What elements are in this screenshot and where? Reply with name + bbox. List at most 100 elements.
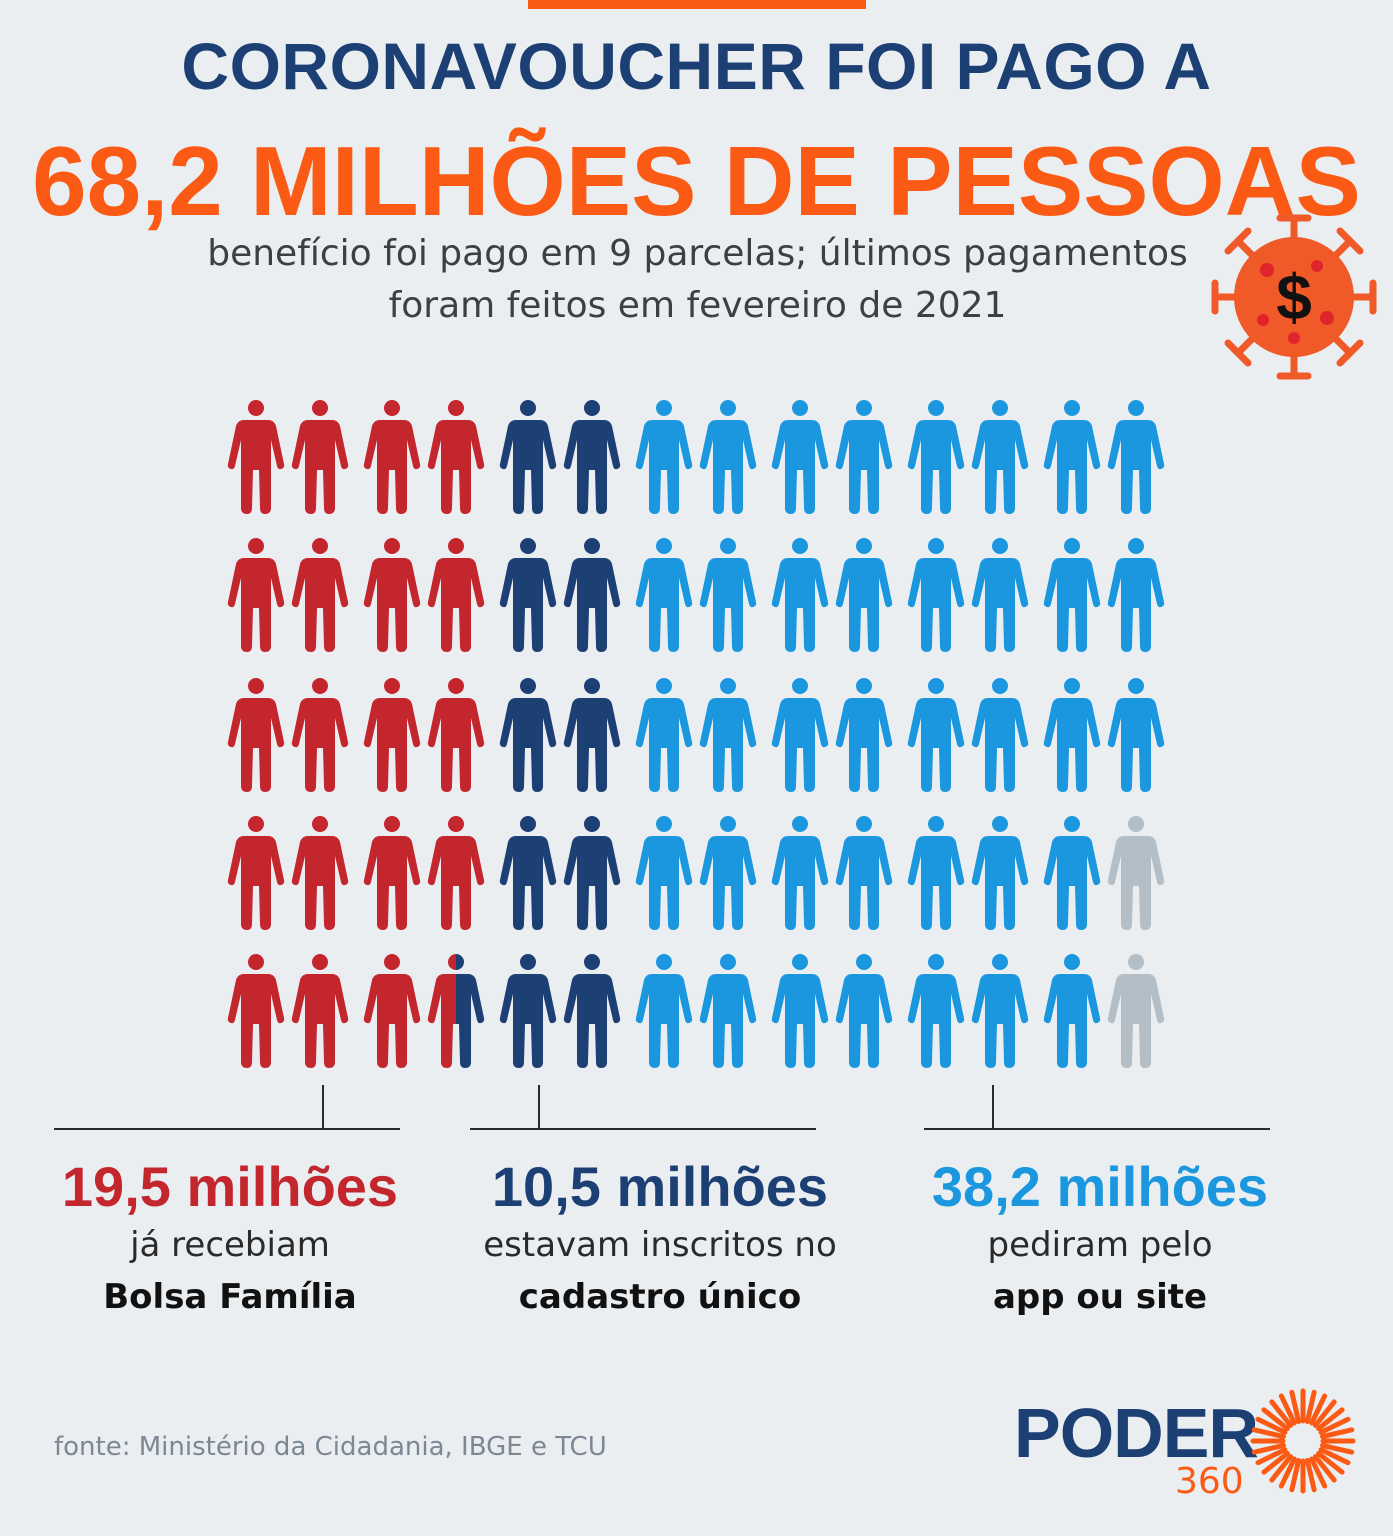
stat-bolsa-line1: já recebiam [130, 1225, 330, 1265]
person-icon-app [835, 954, 893, 1068]
person-icon-app [635, 678, 693, 792]
stat-cadastro: 10,5 milhões estavam inscritos no cadast… [440, 1155, 880, 1323]
source-note: fonte: Ministério da Cidadania, IBGE e T… [54, 1432, 607, 1462]
bracket-cadastro [470, 1128, 816, 1130]
person-icon-cadastro [563, 538, 621, 652]
person-icon-split [427, 954, 485, 1068]
tick-bolsa [322, 1085, 324, 1128]
person-icon-bolsa [427, 538, 485, 652]
person-icon-bolsa [291, 400, 349, 514]
person-icon-cadastro [499, 678, 557, 792]
stat-bolsa-value: 19,5 milhões [61, 1155, 399, 1218]
page-title: CORONAVOUCHER FOI PAGO A [181, 29, 1212, 103]
person-icon-app [971, 954, 1029, 1068]
person-icon-bolsa [363, 678, 421, 792]
person-icon-bolsa [291, 954, 349, 1068]
person-icon-app [699, 678, 757, 792]
person-icon-cadastro [499, 538, 557, 652]
person-icon-empty [1107, 954, 1165, 1068]
person-icon-app [835, 400, 893, 514]
tick-app [992, 1085, 994, 1128]
person-icon-app [1107, 678, 1165, 792]
person-icon-app [635, 538, 693, 652]
bracket-bolsa [54, 1128, 400, 1130]
person-icon-cadastro [499, 816, 557, 930]
person-icon-bolsa [227, 954, 285, 1068]
person-icon-app [699, 538, 757, 652]
person-icon-app [907, 678, 965, 792]
person-icon-app [771, 400, 829, 514]
stat-bolsa-line2: Bolsa Família [103, 1277, 357, 1317]
sun-logo-icon [1250, 1388, 1356, 1494]
person-icon-bolsa [427, 816, 485, 930]
svg-text:$: $ [1276, 261, 1312, 333]
person-icon-app [835, 538, 893, 652]
subtitle-line-2: foram feitos em fevereiro de 2021 [388, 285, 1007, 326]
person-icon-bolsa [291, 678, 349, 792]
logo-wordmark: PODER [1014, 1394, 1259, 1472]
headline: 68,2 MILHÕES DE PESSOAS [32, 126, 1361, 236]
person-icon-cadastro [563, 400, 621, 514]
person-icon-cadastro [563, 678, 621, 792]
pictogram-chart [227, 400, 1165, 1068]
person-icon-app [699, 816, 757, 930]
person-icon-app [907, 538, 965, 652]
top-accent-bar [528, 0, 866, 9]
person-icon-app [771, 678, 829, 792]
subtitle-line-1: benefício foi pago em 9 parcelas; último… [207, 233, 1188, 274]
person-icon-app [907, 954, 965, 1068]
person-icon-app [971, 400, 1029, 514]
person-icon-app [907, 400, 965, 514]
person-icon-bolsa [227, 816, 285, 930]
person-icon-app [771, 954, 829, 1068]
person-icon-bolsa [227, 678, 285, 792]
person-icon-bolsa [227, 538, 285, 652]
person-icon-app [1107, 400, 1165, 514]
person-icon-cadastro [563, 816, 621, 930]
person-icon-app [635, 954, 693, 1068]
person-icon-app [1043, 400, 1101, 514]
person-icon-app [971, 678, 1029, 792]
person-icon-app [635, 400, 693, 514]
virus-dollar-icon: $ [1211, 214, 1377, 380]
person-icon-app [971, 816, 1029, 930]
person-icon-app [907, 816, 965, 930]
person-icon-app [771, 538, 829, 652]
person-icon-bolsa [363, 816, 421, 930]
stat-app-value: 38,2 milhões [931, 1155, 1269, 1218]
person-icon-cadastro [499, 400, 557, 514]
stat-cadastro-line1: estavam inscritos no [483, 1225, 837, 1265]
person-icon-bolsa [363, 954, 421, 1068]
stat-cadastro-value: 10,5 milhões [491, 1155, 829, 1218]
person-icon-bolsa [291, 816, 349, 930]
logo-number: 360 [1175, 1461, 1244, 1502]
person-icon-bolsa [363, 400, 421, 514]
person-icon-app [1043, 816, 1101, 930]
stat-app-line1: pediram pelo [987, 1225, 1213, 1265]
person-icon-app [635, 816, 693, 930]
person-icon-app [699, 400, 757, 514]
person-icon-app [971, 538, 1029, 652]
person-icon-bolsa [427, 678, 485, 792]
subtitle: benefício foi pago em 9 parcelas; último… [160, 228, 1235, 332]
person-icon-app [1107, 538, 1165, 652]
person-icon-bolsa [227, 400, 285, 514]
stat-bolsa: 19,5 milhões já recebiam Bolsa Família [30, 1155, 430, 1323]
person-icon-bolsa [363, 538, 421, 652]
person-icon-empty [1107, 816, 1165, 930]
person-icon-cadastro [499, 954, 557, 1068]
tick-cadastro [538, 1085, 540, 1128]
person-icon-app [1043, 678, 1101, 792]
person-icon-bolsa [427, 400, 485, 514]
person-icon-app [699, 954, 757, 1068]
person-icon-app [835, 816, 893, 930]
bracket-app [924, 1128, 1270, 1130]
person-icon-app [1043, 954, 1101, 1068]
person-icon-app [1043, 538, 1101, 652]
stat-app-line2: app ou site [992, 1277, 1208, 1317]
person-icon-app [835, 678, 893, 792]
person-icon-app [771, 816, 829, 930]
person-icon-cadastro [563, 954, 621, 1068]
stat-app: 38,2 milhões pediram pelo app ou site [900, 1155, 1300, 1323]
person-icon-bolsa [291, 538, 349, 652]
